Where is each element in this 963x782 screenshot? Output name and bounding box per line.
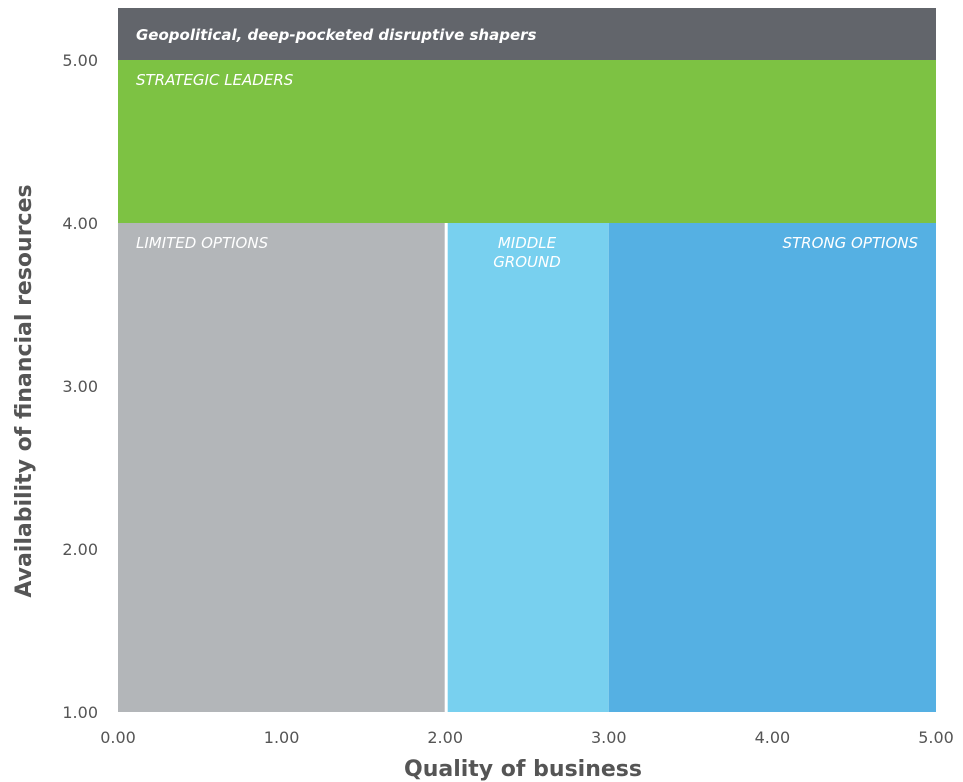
x-tick-label: 5.00 [918,728,954,747]
region-limited-options [118,223,446,712]
region-label-limited-options: LIMITED OPTIONS [136,234,269,252]
region-label-middle-ground: GROUND [493,253,561,271]
region-strong-options [608,223,936,712]
y-tick-label: 4.00 [62,214,98,233]
region-strategic-leaders [118,60,936,223]
x-tick-label: 3.00 [591,728,627,747]
x-tick-label: 0.00 [100,728,136,747]
region-label-strategic-leaders: STRATEGIC LEADERS [136,71,294,89]
y-axis-title: Availability of financial resources [12,184,37,597]
y-tick-label: 5.00 [62,51,98,70]
banner-label: Geopolitical, deep-pocketed disruptive s… [136,26,537,44]
x-axis-title: Quality of business [404,757,642,782]
ticks-layer: 0.00 1.00 2.00 3.00 4.00 5.001.002.003.004.00… [62,51,953,747]
x-tick-label: 2.00 [427,728,463,747]
region-label-strong-options: STRONG OPTIONS [782,234,918,252]
x-tick-label: 1.00 [264,728,300,747]
y-tick-label: 2.00 [62,540,98,559]
regions-layer: STRATEGIC LEADERS LIMITED OPTIONS MIDDLEGR… [118,60,936,712]
y-tick-label: 3.00 [62,377,98,396]
region-label-middle-ground: MIDDLE [498,234,557,252]
banner-band [118,8,936,60]
x-tick-label: 4.00 [755,728,791,747]
y-tick-label: 1.00 [62,703,98,722]
banner-layer: Geopolitical, deep-pocketed disruptive s… [118,8,936,60]
region-middle-ground [445,223,609,712]
